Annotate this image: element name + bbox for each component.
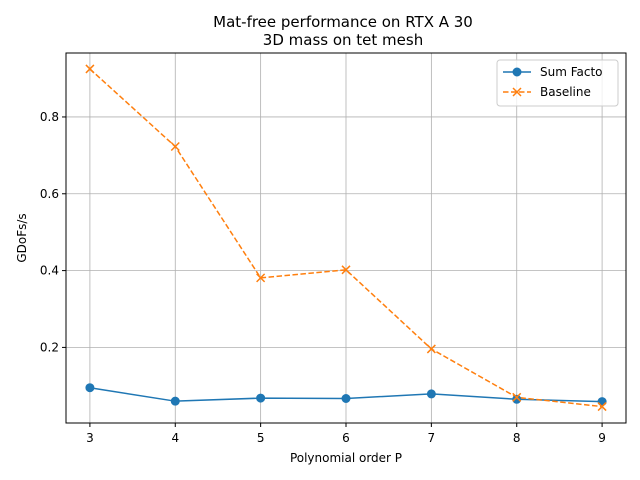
marker-stroke [341,265,351,275]
x-tick-label: 9 [598,431,606,445]
x-tick-label: 6 [342,431,350,445]
chart-title: Mat-free performance on RTX A 30 [213,13,473,31]
legend: Sum Facto Baseline [496,59,619,107]
x-tick-label: 8 [513,431,521,445]
marker-stroke [170,141,180,152]
data-point-baseline [341,265,351,275]
data-point-sum-facto [512,394,522,404]
legend-marker [512,87,522,97]
data-point-sum-facto [256,393,266,403]
data-point-baseline [85,64,95,74]
data-point-baseline [256,273,266,283]
chart-subtitle: 3D mass on tet mesh [263,31,423,49]
marker-stroke [426,344,436,354]
y-tick-label: 0.2 [40,340,59,354]
legend-label: Baseline [540,85,591,99]
y-axis: 0.2 0.4 0.6 0.8 [40,110,66,354]
legend-marker [512,67,522,77]
data-point-sum-facto [426,389,436,399]
y-axis-label: GDoFs/s [15,213,29,262]
marker-stroke [512,87,522,97]
data-point-baseline [597,402,607,412]
data-point-baseline [426,344,436,354]
x-axis-label: Polynomial order P [290,451,402,465]
data-point-sum-facto [341,393,351,403]
legend-entry-baseline: Baseline [503,85,591,99]
data-point-sum-facto [170,396,180,406]
data-point-baseline [512,392,522,402]
y-tick-label: 0.6 [40,187,59,201]
y-tick-label: 0.8 [40,110,59,124]
y-tick-label: 0.4 [40,264,59,278]
x-axis: 3 4 5 6 7 8 9 [86,423,606,445]
markers-layer [85,64,607,412]
data-point-baseline [170,141,180,152]
marker-stroke [512,392,522,402]
x-tick-label: 7 [428,431,436,445]
legend-label: Sum Facto [540,65,603,79]
x-tick-label: 4 [171,431,179,445]
marker-stroke [597,402,607,412]
x-tick-label: 3 [86,431,94,445]
marker-stroke [85,64,95,74]
legend-items: Sum Facto Baseline [503,65,603,99]
grid [66,53,626,423]
marker-stroke [256,273,266,283]
legend-entry-sum-facto: Sum Facto [503,65,603,79]
data-point-sum-facto [85,383,95,393]
x-tick-label: 5 [257,431,265,445]
